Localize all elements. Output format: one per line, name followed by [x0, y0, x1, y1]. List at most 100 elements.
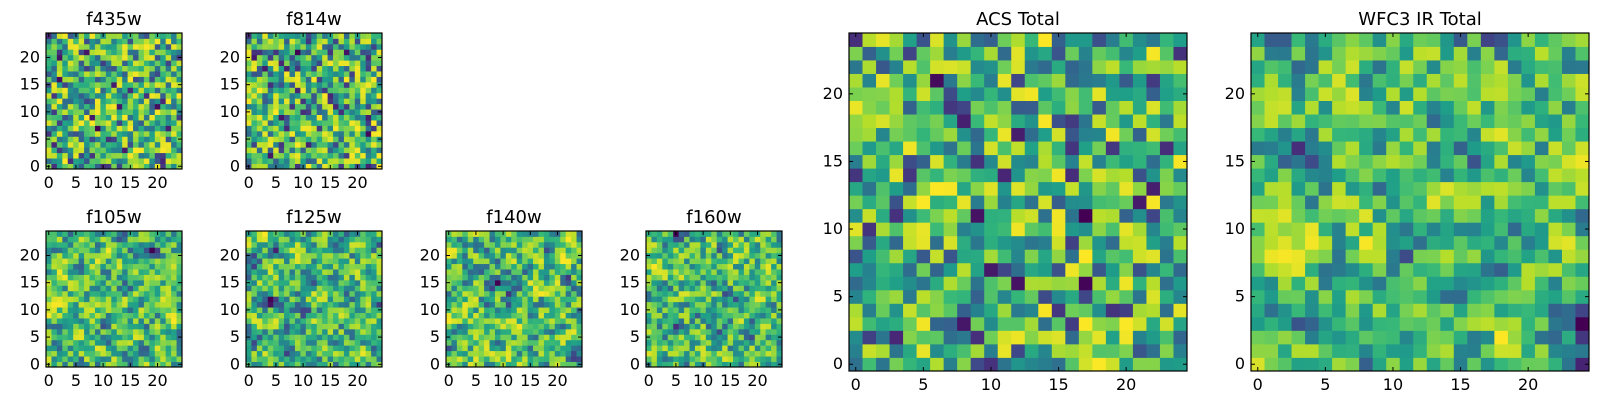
heatmap-cell — [256, 258, 263, 265]
heatmap-cell — [957, 154, 972, 169]
heatmap-cell — [62, 65, 69, 72]
heatmap-cell — [1291, 168, 1306, 183]
heatmap-cell — [943, 181, 958, 196]
heatmap-cell — [876, 289, 890, 304]
heatmap-cell — [1386, 343, 1401, 358]
heatmap-cell — [267, 49, 274, 56]
heatmap-cell — [889, 316, 904, 331]
heatmap-cell — [970, 249, 985, 264]
heatmap-cell — [305, 307, 312, 313]
heatmap-cell — [149, 141, 156, 148]
heatmap-cell — [516, 361, 523, 368]
heatmap-cell — [1575, 249, 1590, 264]
heatmap-cell — [689, 241, 696, 248]
heatmap-cell — [360, 65, 367, 72]
heatmap-cell — [100, 136, 107, 143]
heatmap-cell — [165, 141, 172, 148]
heatmap-cell — [262, 38, 269, 45]
heatmap-cell — [549, 350, 556, 357]
heatmap-cell — [160, 98, 167, 105]
heatmap-cell — [171, 65, 177, 72]
heatmap-cell — [84, 98, 90, 105]
heatmap-cell — [100, 114, 107, 121]
heatmap-cell — [154, 334, 161, 341]
heatmap-cell — [1146, 262, 1161, 277]
heatmap-cell — [711, 345, 718, 352]
heatmap-cell — [705, 328, 712, 335]
heatmap-cell — [889, 87, 904, 101]
heatmap-cell — [527, 258, 534, 265]
heatmap-cell — [903, 100, 917, 115]
x-tick-label: 5 — [671, 371, 681, 390]
heatmap-cell — [1146, 222, 1161, 237]
heatmap-cell — [89, 103, 96, 110]
heatmap-cell — [1132, 100, 1147, 115]
heatmap-cell — [105, 33, 112, 39]
heatmap-cell — [711, 312, 718, 319]
heatmap-cell — [560, 301, 567, 308]
heatmap-cell — [916, 181, 931, 196]
heatmap-cell — [970, 357, 985, 372]
heatmap-cell — [127, 252, 134, 259]
heatmap-cell — [322, 71, 328, 77]
heatmap-cell — [343, 328, 350, 335]
heatmap-cell — [94, 231, 101, 237]
heatmap-cell — [1092, 289, 1107, 304]
heatmap-cell — [549, 334, 556, 341]
heatmap-cell — [849, 33, 863, 47]
heatmap-cell — [889, 127, 904, 142]
heatmap-cell — [716, 279, 723, 286]
heatmap-cell — [1548, 208, 1563, 223]
heatmap-cell — [100, 301, 107, 308]
heatmap-cell — [349, 241, 356, 248]
heatmap-cell — [716, 318, 723, 324]
heatmap-cell — [365, 141, 372, 148]
heatmap-cell — [165, 323, 172, 330]
heatmap-cell — [105, 136, 112, 143]
heatmap-cell — [105, 247, 112, 254]
heatmap-cell — [316, 350, 323, 357]
heatmap-cell — [67, 350, 74, 357]
heatmap-cell — [473, 356, 480, 362]
heatmap-cell — [1011, 357, 1026, 372]
heatmap-cell — [62, 136, 69, 143]
heatmap-cell — [1278, 208, 1292, 223]
heatmap-cell — [943, 316, 958, 331]
heatmap-cell — [516, 247, 523, 254]
heatmap-cell — [560, 318, 567, 324]
heatmap-cell — [876, 141, 890, 156]
heatmap-cell — [62, 312, 69, 319]
heatmap-cell — [749, 241, 756, 248]
heatmap-cell — [849, 357, 863, 372]
heatmap-cell — [771, 269, 777, 275]
heatmap-cell — [94, 71, 101, 77]
heatmap-cell — [354, 147, 361, 154]
heatmap-cell — [127, 76, 134, 83]
heatmap-cell — [73, 87, 80, 94]
heatmap-cell — [700, 285, 707, 292]
heatmap-cell — [533, 307, 539, 313]
heatmap-cell — [160, 136, 167, 143]
heatmap-cell — [538, 328, 545, 335]
heatmap-cell — [256, 334, 263, 341]
heatmap-cell — [246, 65, 252, 72]
heatmap-cell — [116, 318, 123, 324]
heatmap-cell — [67, 334, 74, 341]
heatmap-cell — [133, 81, 139, 88]
heatmap-cell — [651, 312, 658, 319]
heatmap-cell — [522, 247, 528, 254]
heatmap-cell — [138, 231, 145, 237]
heatmap-cell — [716, 241, 723, 248]
heatmap-cell — [711, 247, 718, 254]
heatmap-cell — [105, 312, 112, 319]
heatmap-cell — [294, 49, 301, 56]
heatmap-cell — [984, 208, 999, 223]
heatmap-cell — [1507, 276, 1522, 291]
heatmap-cell — [365, 158, 372, 164]
heatmap-cell — [94, 236, 101, 243]
heatmap-cell — [451, 274, 458, 281]
heatmap-cell — [1291, 357, 1306, 372]
heatmap-cell — [278, 290, 285, 297]
heatmap-cell — [78, 312, 85, 319]
heatmap-cell — [105, 236, 112, 243]
